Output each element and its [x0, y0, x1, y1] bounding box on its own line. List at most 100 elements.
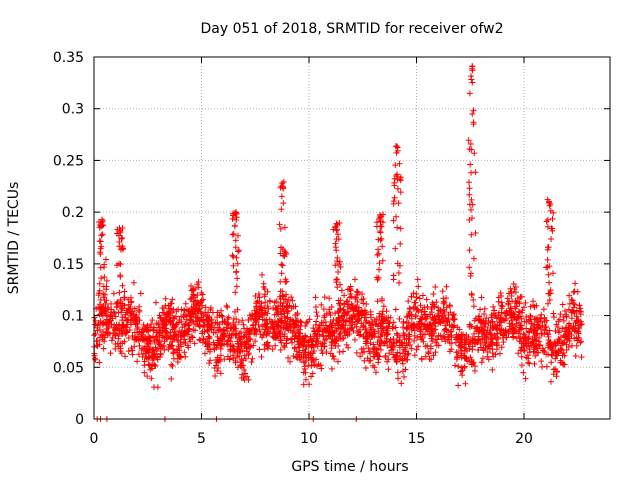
data-point	[129, 332, 136, 339]
data-point	[212, 329, 219, 336]
data-point	[335, 297, 342, 304]
data-point	[230, 253, 237, 260]
data-point	[167, 300, 174, 307]
data-point	[154, 384, 161, 391]
data-point	[555, 329, 562, 336]
data-point	[228, 331, 235, 338]
data-point	[277, 299, 284, 306]
data-point	[264, 310, 271, 317]
data-point	[272, 342, 279, 349]
data-point	[348, 325, 355, 332]
data-point	[188, 287, 195, 294]
data-point	[146, 354, 153, 361]
data-point	[408, 345, 415, 352]
data-point	[336, 349, 343, 356]
data-point	[315, 361, 322, 368]
data-point	[319, 350, 326, 357]
data-point	[461, 364, 468, 371]
data-point	[294, 310, 301, 317]
data-point	[299, 335, 306, 342]
data-point	[411, 299, 418, 306]
data-point	[489, 319, 496, 326]
data-point	[522, 299, 529, 306]
data-point	[445, 333, 452, 340]
data-point	[393, 149, 400, 156]
data-point	[100, 290, 107, 297]
data-point	[515, 308, 522, 315]
data-point	[240, 362, 247, 369]
data-point	[328, 303, 335, 310]
data-point	[537, 326, 544, 333]
data-point	[467, 140, 474, 147]
data-point	[280, 200, 287, 207]
data-point	[375, 356, 382, 363]
data-point	[315, 327, 322, 334]
data-point	[546, 297, 553, 304]
data-point	[461, 334, 468, 341]
data-point	[232, 244, 239, 251]
data-point	[242, 341, 249, 348]
data-point	[479, 336, 486, 343]
data-point	[393, 337, 400, 344]
data-point	[384, 330, 391, 337]
data-point	[250, 325, 257, 332]
data-point	[313, 309, 320, 316]
data-point	[416, 295, 423, 302]
data-point	[491, 312, 498, 319]
data-point	[217, 352, 224, 359]
data-point	[209, 309, 216, 316]
data-point	[401, 336, 408, 343]
data-point	[286, 318, 293, 325]
data-point	[397, 225, 404, 232]
data-point	[508, 293, 515, 300]
data-point	[392, 306, 399, 313]
data-point	[446, 348, 453, 355]
data-point	[333, 320, 340, 327]
data-point	[360, 345, 367, 352]
data-point	[192, 297, 199, 304]
data-point	[146, 334, 153, 341]
data-point	[492, 334, 499, 341]
data-point	[369, 362, 376, 369]
data-point	[183, 316, 190, 323]
data-point	[112, 340, 119, 347]
data-point	[98, 331, 105, 338]
data-point	[284, 302, 291, 309]
data-point	[190, 294, 197, 301]
data-point	[164, 335, 171, 342]
data-point	[556, 338, 563, 345]
data-point	[461, 363, 468, 370]
data-point	[95, 319, 102, 326]
data-point	[265, 343, 272, 350]
data-point	[466, 247, 473, 254]
data-point	[360, 323, 367, 330]
data-point	[99, 336, 106, 343]
y-tick-label: 0.1	[62, 309, 84, 325]
data-point	[509, 298, 516, 305]
data-point	[481, 332, 488, 339]
data-point	[181, 339, 188, 346]
data-point	[256, 346, 263, 353]
data-point	[466, 264, 473, 271]
data-point	[321, 312, 328, 319]
data-point	[363, 314, 370, 321]
data-point	[312, 303, 319, 310]
data-point	[232, 359, 239, 366]
data-point	[124, 328, 131, 335]
data-point	[469, 346, 476, 353]
data-point	[250, 342, 257, 349]
data-point	[511, 303, 518, 310]
data-point	[141, 325, 148, 332]
data-point	[335, 236, 342, 243]
data-point	[323, 348, 330, 355]
data-point	[512, 284, 519, 291]
data-point	[181, 349, 188, 356]
data-point	[518, 362, 525, 369]
data-point	[475, 347, 482, 354]
data-point	[465, 137, 472, 144]
data-point	[525, 339, 532, 346]
data-point	[457, 343, 464, 350]
data-point	[438, 313, 445, 320]
data-point	[128, 345, 135, 352]
data-point	[162, 295, 169, 302]
